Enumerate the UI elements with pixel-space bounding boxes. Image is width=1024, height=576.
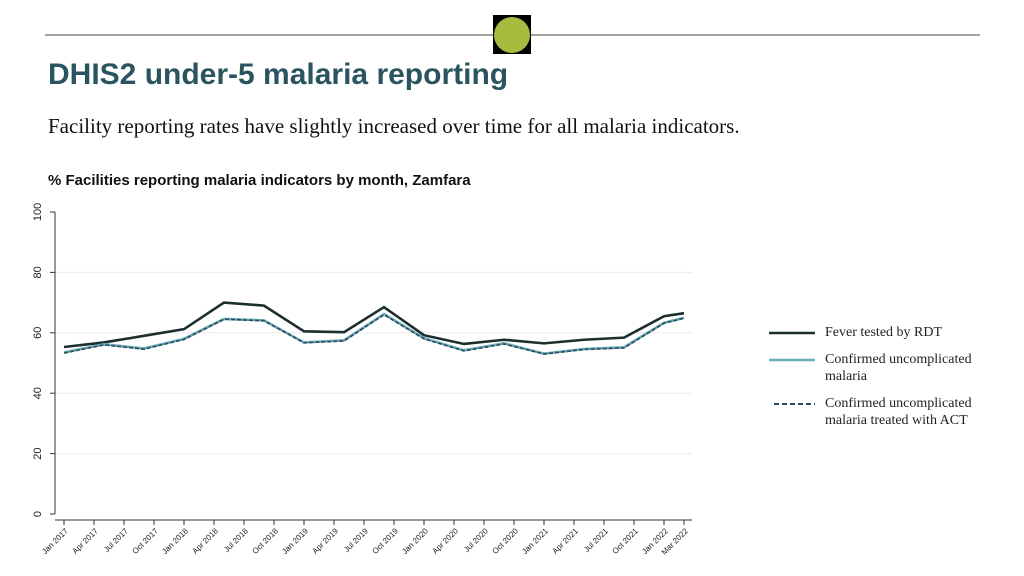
legend-swatch bbox=[769, 358, 815, 362]
x-tick-label: Oct 2017 bbox=[131, 526, 161, 556]
legend-label: Fever tested by RDT bbox=[825, 325, 943, 340]
legend-label: Confirmed uncomplicated malaria bbox=[825, 352, 972, 384]
legend-label: Confirmed uncomplicated malaria treated … bbox=[825, 396, 972, 428]
y-tick-label: 100 bbox=[32, 203, 44, 221]
x-tick-label: Jul 2019 bbox=[342, 526, 370, 554]
series-line bbox=[63, 313, 685, 355]
series-line bbox=[63, 301, 685, 349]
x-tick-label: Jan 2017 bbox=[40, 526, 70, 556]
y-tick-label: 40 bbox=[32, 387, 44, 399]
y-tick-label: 80 bbox=[32, 266, 44, 278]
x-tick-label: Apr 2019 bbox=[311, 526, 341, 556]
chart-title: % Facilities reporting malaria indicator… bbox=[48, 172, 471, 189]
x-tick-label: Apr 2017 bbox=[71, 526, 101, 556]
y-tick-label: 0 bbox=[32, 511, 44, 517]
legend-item: Fever tested by RDT bbox=[768, 324, 988, 341]
y-tick-label: 60 bbox=[32, 327, 44, 339]
x-tick-label: Apr 2021 bbox=[551, 526, 581, 556]
x-tick-label: Jan 2021 bbox=[520, 526, 550, 556]
x-tick-label: Oct 2018 bbox=[251, 526, 281, 556]
title: DHIS2 under-5 malaria reporting bbox=[48, 58, 508, 91]
x-tick-label: Jul 2017 bbox=[102, 526, 130, 554]
legend-swatch bbox=[769, 331, 815, 335]
legend-item: Confirmed uncomplicated malaria treated … bbox=[768, 395, 988, 429]
x-tick-label: Jul 2018 bbox=[222, 526, 250, 554]
logo-circle bbox=[494, 17, 530, 53]
x-tick-label: Jan 2019 bbox=[280, 526, 310, 556]
x-tick-label: Apr 2020 bbox=[431, 526, 461, 556]
legend-swatch bbox=[774, 403, 815, 405]
x-tick-label: Jan 2020 bbox=[400, 526, 430, 556]
legend: Fever tested by RDT Confirmed uncomplicat… bbox=[768, 324, 988, 439]
y-tick-label: 20 bbox=[32, 447, 44, 459]
x-tick-label: Oct 2021 bbox=[611, 526, 641, 556]
x-tick-label: Apr 2018 bbox=[191, 526, 221, 556]
x-tick-label: Jan 2018 bbox=[160, 526, 190, 556]
x-tick-label: Oct 2020 bbox=[491, 526, 521, 556]
x-tick-label: Oct 2019 bbox=[371, 526, 401, 556]
x-tick-label: Jul 2020 bbox=[462, 526, 490, 554]
legend-item: Confirmed uncomplicated malaria bbox=[768, 351, 988, 385]
x-tick-label: Jul 2021 bbox=[582, 526, 610, 554]
subtitle: Facility reporting rates have slightly i… bbox=[48, 114, 740, 138]
